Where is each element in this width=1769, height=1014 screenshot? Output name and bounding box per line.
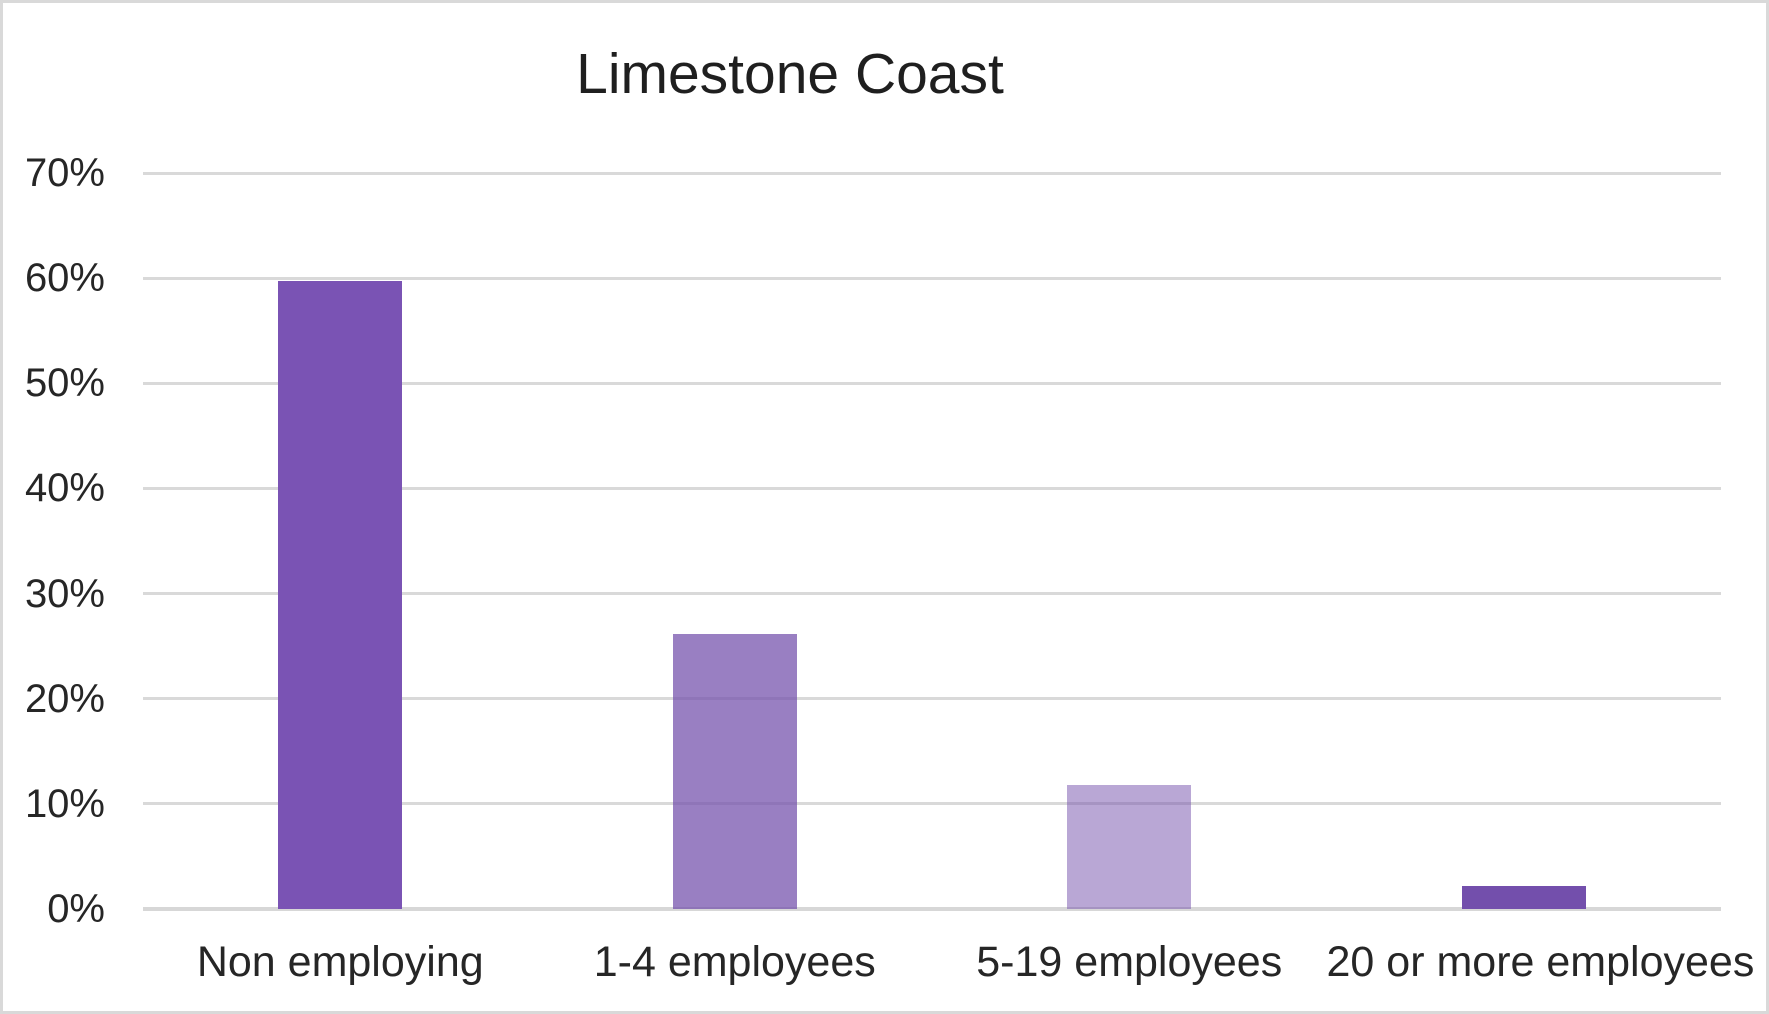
bar — [1461, 885, 1586, 909]
y-tick-label: 20% — [24, 676, 105, 721]
y-tick-label: 70% — [24, 151, 105, 195]
x-axis-line — [143, 907, 1721, 911]
y-tick-label: 30% — [24, 571, 105, 616]
chart-title: Limestone Coast — [576, 42, 1004, 106]
gridline — [143, 697, 1721, 701]
gridline — [143, 276, 1721, 280]
y-tick-label: 60% — [24, 256, 105, 301]
x-axis-label: 1-4 employees — [593, 938, 876, 986]
bar — [278, 281, 403, 909]
plot-area: 0% 10% 20% 30% 40% 50% 60% 70% Non employing 1-4… — [3, 3, 1766, 1011]
y-tick-label: 10% — [24, 781, 105, 826]
x-axis-label: Non employing — [196, 938, 484, 986]
y-tick-label: 40% — [24, 466, 105, 511]
gridline — [143, 171, 1721, 175]
gridline — [143, 381, 1721, 385]
gridline — [143, 592, 1721, 596]
gridline — [143, 802, 1721, 806]
y-tick-label: 0% — [47, 887, 105, 931]
gridline — [143, 486, 1721, 490]
y-tick-label: 50% — [24, 361, 105, 406]
bar — [672, 633, 797, 909]
x-axis-label: 20 or more employees — [1326, 938, 1755, 986]
bar — [1067, 784, 1192, 909]
x-axis-label: 5-19 employees — [976, 938, 1283, 986]
